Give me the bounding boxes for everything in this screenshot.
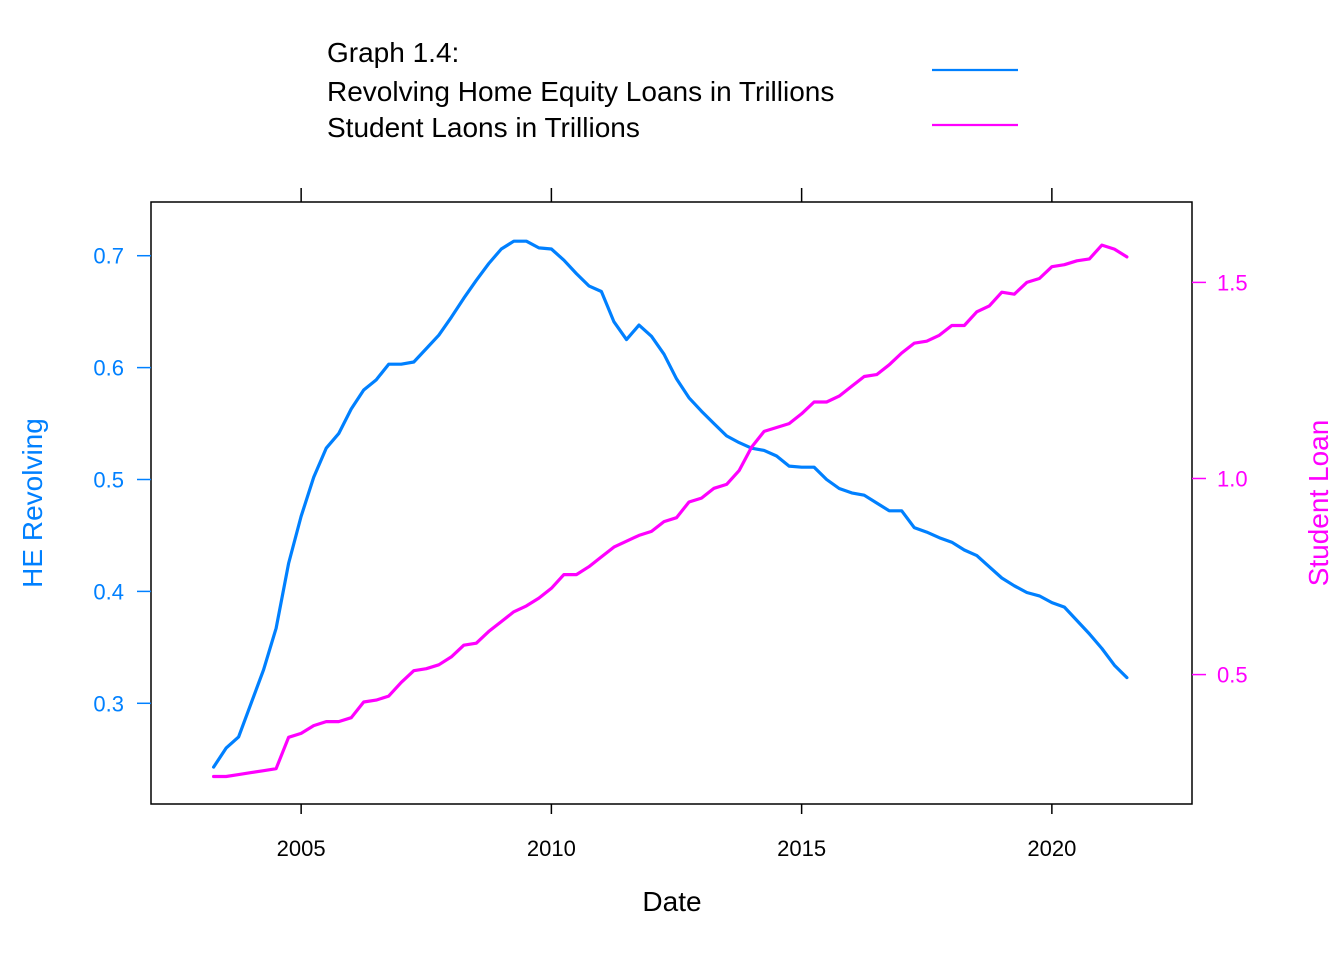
- y-left-tick-label: 0.5: [93, 468, 124, 493]
- y-right-tick-label: 1.0: [1217, 466, 1248, 491]
- y-left-tick-label: 0.3: [93, 691, 124, 716]
- y-axis-left-title: HE Revolving: [17, 418, 48, 588]
- series-line-he-revolving: [212, 239, 1129, 769]
- x-axis: 2005 2010 2015 2020: [277, 188, 1076, 861]
- legend-label-he-revolving: Revolving Home Equity Loans in Trillions: [327, 76, 834, 107]
- y-right-tick-label: 1.5: [1217, 270, 1248, 295]
- x-tick-label: 2020: [1027, 836, 1076, 861]
- y-axis-right: 0.5 1.0 1.5: [1192, 270, 1248, 688]
- legend-label-student-loans: Student Laons in Trillions: [327, 112, 640, 143]
- y-right-tick-label: 0.5: [1217, 663, 1248, 688]
- x-tick-label: 2005: [277, 836, 326, 861]
- y-left-tick-label: 0.6: [93, 356, 124, 381]
- x-tick-label: 2015: [777, 836, 826, 861]
- x-axis-title: Date: [642, 886, 701, 917]
- x-tick-label: 2010: [527, 836, 576, 861]
- y-axis-left: 0.3 0.4 0.5 0.6 0.7: [93, 244, 151, 716]
- series-lines: [212, 239, 1129, 779]
- chart-header: Graph 1.4: Revolving Home Equity Loans i…: [327, 37, 1018, 143]
- chart-title: Graph 1.4:: [327, 37, 459, 68]
- y-axis-right-title: Student Loan: [1303, 420, 1334, 587]
- plot-frame: [150, 201, 1193, 805]
- y-left-tick-label: 0.4: [93, 579, 124, 604]
- y-left-tick-label: 0.7: [93, 244, 124, 269]
- series-line-student-loans: [212, 243, 1129, 779]
